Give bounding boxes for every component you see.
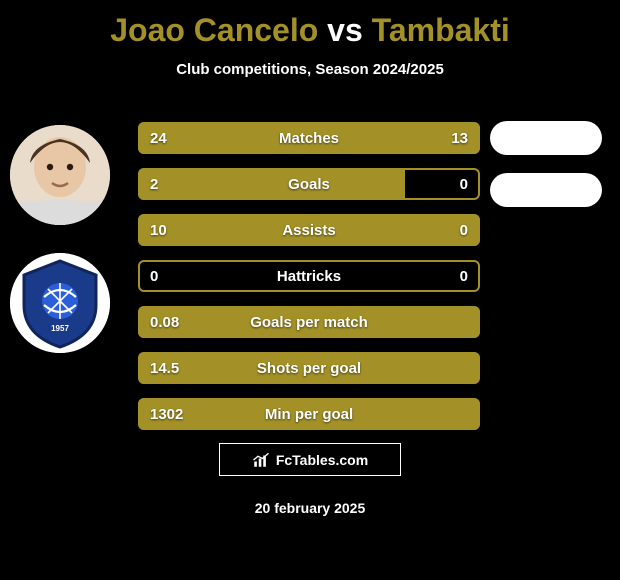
stat-label: Assists <box>138 214 480 246</box>
svg-text:1957: 1957 <box>51 324 69 333</box>
stat-row: 100Assists <box>138 214 480 246</box>
stat-row: 2413Matches <box>138 122 480 154</box>
goals-ring <box>490 173 602 207</box>
club-badge-avatar: 1957 <box>10 253 110 353</box>
stat-row: 0.08Goals per match <box>138 306 480 338</box>
matches-ring <box>490 121 602 155</box>
stat-label: Min per goal <box>138 398 480 430</box>
comparison-card: Joao Cancelo vs Tambakti Club competitio… <box>0 0 620 580</box>
stat-label: Goals <box>138 168 480 200</box>
stat-label: Shots per goal <box>138 352 480 384</box>
stat-label: Matches <box>138 122 480 154</box>
shield-icon: 1957 <box>10 253 110 353</box>
brand-box[interactable]: FcTables.com <box>219 443 401 476</box>
stats-list: 2413Matches 20Goals 100Assists 00Hattricks 0… <box>138 122 480 444</box>
stat-label: Hattricks <box>138 260 480 292</box>
vs-label: vs <box>327 12 363 48</box>
stat-row: 1302Min per goal <box>138 398 480 430</box>
page-title: Joao Cancelo vs Tambakti <box>0 0 620 49</box>
subtitle: Club competitions, Season 2024/2025 <box>0 61 620 78</box>
stat-label: Goals per match <box>138 306 480 338</box>
player1-name: Joao Cancelo <box>110 12 318 48</box>
player1-avatar <box>10 125 110 225</box>
stat-row: 00Hattricks <box>138 260 480 292</box>
date-label: 20 february 2025 <box>0 500 620 516</box>
chart-icon <box>252 451 270 469</box>
stat-row: 20Goals <box>138 168 480 200</box>
stat-row: 14.5Shots per goal <box>138 352 480 384</box>
person-icon <box>10 125 110 225</box>
brand-text: FcTables.com <box>276 452 368 468</box>
player2-name: Tambakti <box>372 12 510 48</box>
